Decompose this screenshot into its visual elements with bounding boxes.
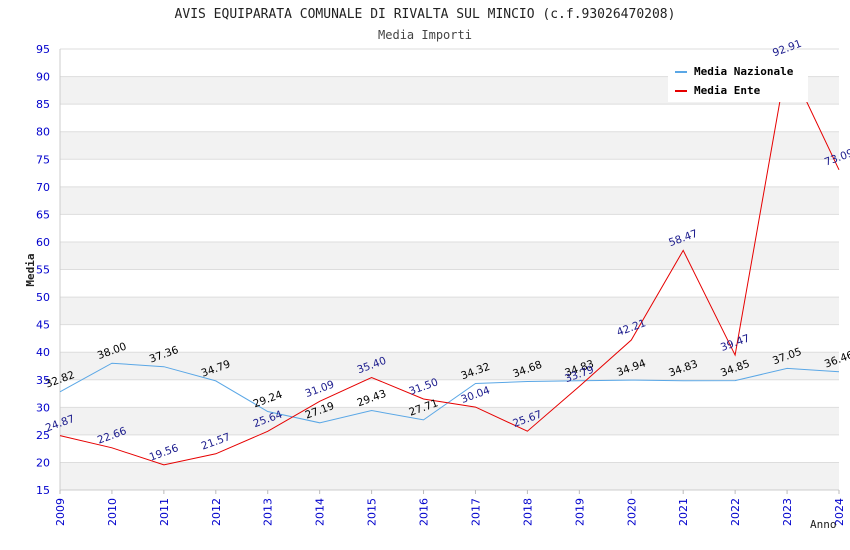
- legend: Media Nazionale Media Ente: [668, 58, 808, 102]
- grid-band: [60, 159, 839, 187]
- y-axis: 15 20 25 30 35 40 45 50 55 60 65 70 75 80 85 90 95: [36, 43, 50, 497]
- y-tick-label: 50: [36, 291, 50, 304]
- x-tick-label: 2022: [729, 498, 742, 526]
- series-line-media-ente: [59, 58, 840, 466]
- grid-band: [60, 352, 839, 380]
- series-lines: [59, 58, 840, 466]
- y-tick-label: 60: [36, 236, 50, 249]
- x-tick-label: 2011: [158, 498, 171, 526]
- grid-band: [60, 186, 839, 215]
- grid-band: [60, 214, 839, 242]
- grid-band: [60, 241, 839, 270]
- y-tick-label: 40: [36, 346, 50, 359]
- grid-band: [60, 131, 839, 160]
- y-tick-label: 20: [36, 456, 50, 469]
- x-tick-label: 2019: [573, 498, 586, 526]
- grid-band: [60, 297, 839, 325]
- legend-label: Media Nazionale: [694, 65, 794, 78]
- legend-label: Media Ente: [694, 84, 761, 97]
- y-tick-label: 90: [36, 71, 50, 84]
- x-tick-label: 2013: [262, 498, 275, 526]
- grid-band: [60, 104, 839, 132]
- grid-band: [60, 434, 839, 463]
- x-tick-label: 2016: [418, 498, 431, 526]
- y-tick-label: 30: [36, 401, 50, 414]
- grid-band: [60, 462, 839, 490]
- x-tick-label: 2023: [781, 498, 794, 526]
- y-tick-label: 80: [36, 126, 50, 139]
- chart-subtitle: Media Importi: [378, 28, 472, 42]
- grid-band: [60, 269, 839, 298]
- y-tick-label: 95: [36, 43, 50, 56]
- plot-background: [59, 48, 839, 491]
- x-tick-label: 2015: [366, 498, 379, 526]
- grid-band: [60, 407, 839, 435]
- y-tick-label: 15: [36, 484, 50, 497]
- x-tick-label: 2009: [54, 498, 67, 526]
- y-tick-label: 75: [36, 153, 50, 166]
- x-axis-title: Anno: [810, 518, 837, 531]
- y-axis-title: Media: [24, 253, 37, 286]
- grid-band: [60, 324, 839, 353]
- y-tick-label: 45: [36, 319, 50, 332]
- y-tick-label: 65: [36, 208, 50, 221]
- x-tick-label: 2010: [106, 498, 119, 526]
- x-tick-label: 2017: [469, 498, 482, 526]
- legend-box: [668, 58, 808, 102]
- y-tick-label: 35: [36, 374, 50, 387]
- x-tick-label: 2021: [677, 498, 690, 526]
- x-tick-label: 2018: [521, 498, 534, 526]
- y-tick-label: 70: [36, 181, 50, 194]
- y-tick-label: 25: [36, 429, 50, 442]
- x-tick-label: 2014: [314, 498, 327, 526]
- x-axis: 2009 2010 2011 2012 2013 2014 2015 2016 2017 2018…: [54, 490, 846, 526]
- x-tick-label: 2024: [833, 498, 846, 526]
- x-tick-label: 2020: [625, 498, 638, 526]
- series-line-media-nazionale: [59, 362, 840, 424]
- y-tick-label: 85: [36, 98, 50, 111]
- y-tick-label: 55: [36, 264, 50, 277]
- x-tick-label: 2012: [210, 498, 223, 526]
- chart-title: AVIS EQUIPARATA COMUNALE DI RIVALTA SUL …: [175, 7, 676, 22]
